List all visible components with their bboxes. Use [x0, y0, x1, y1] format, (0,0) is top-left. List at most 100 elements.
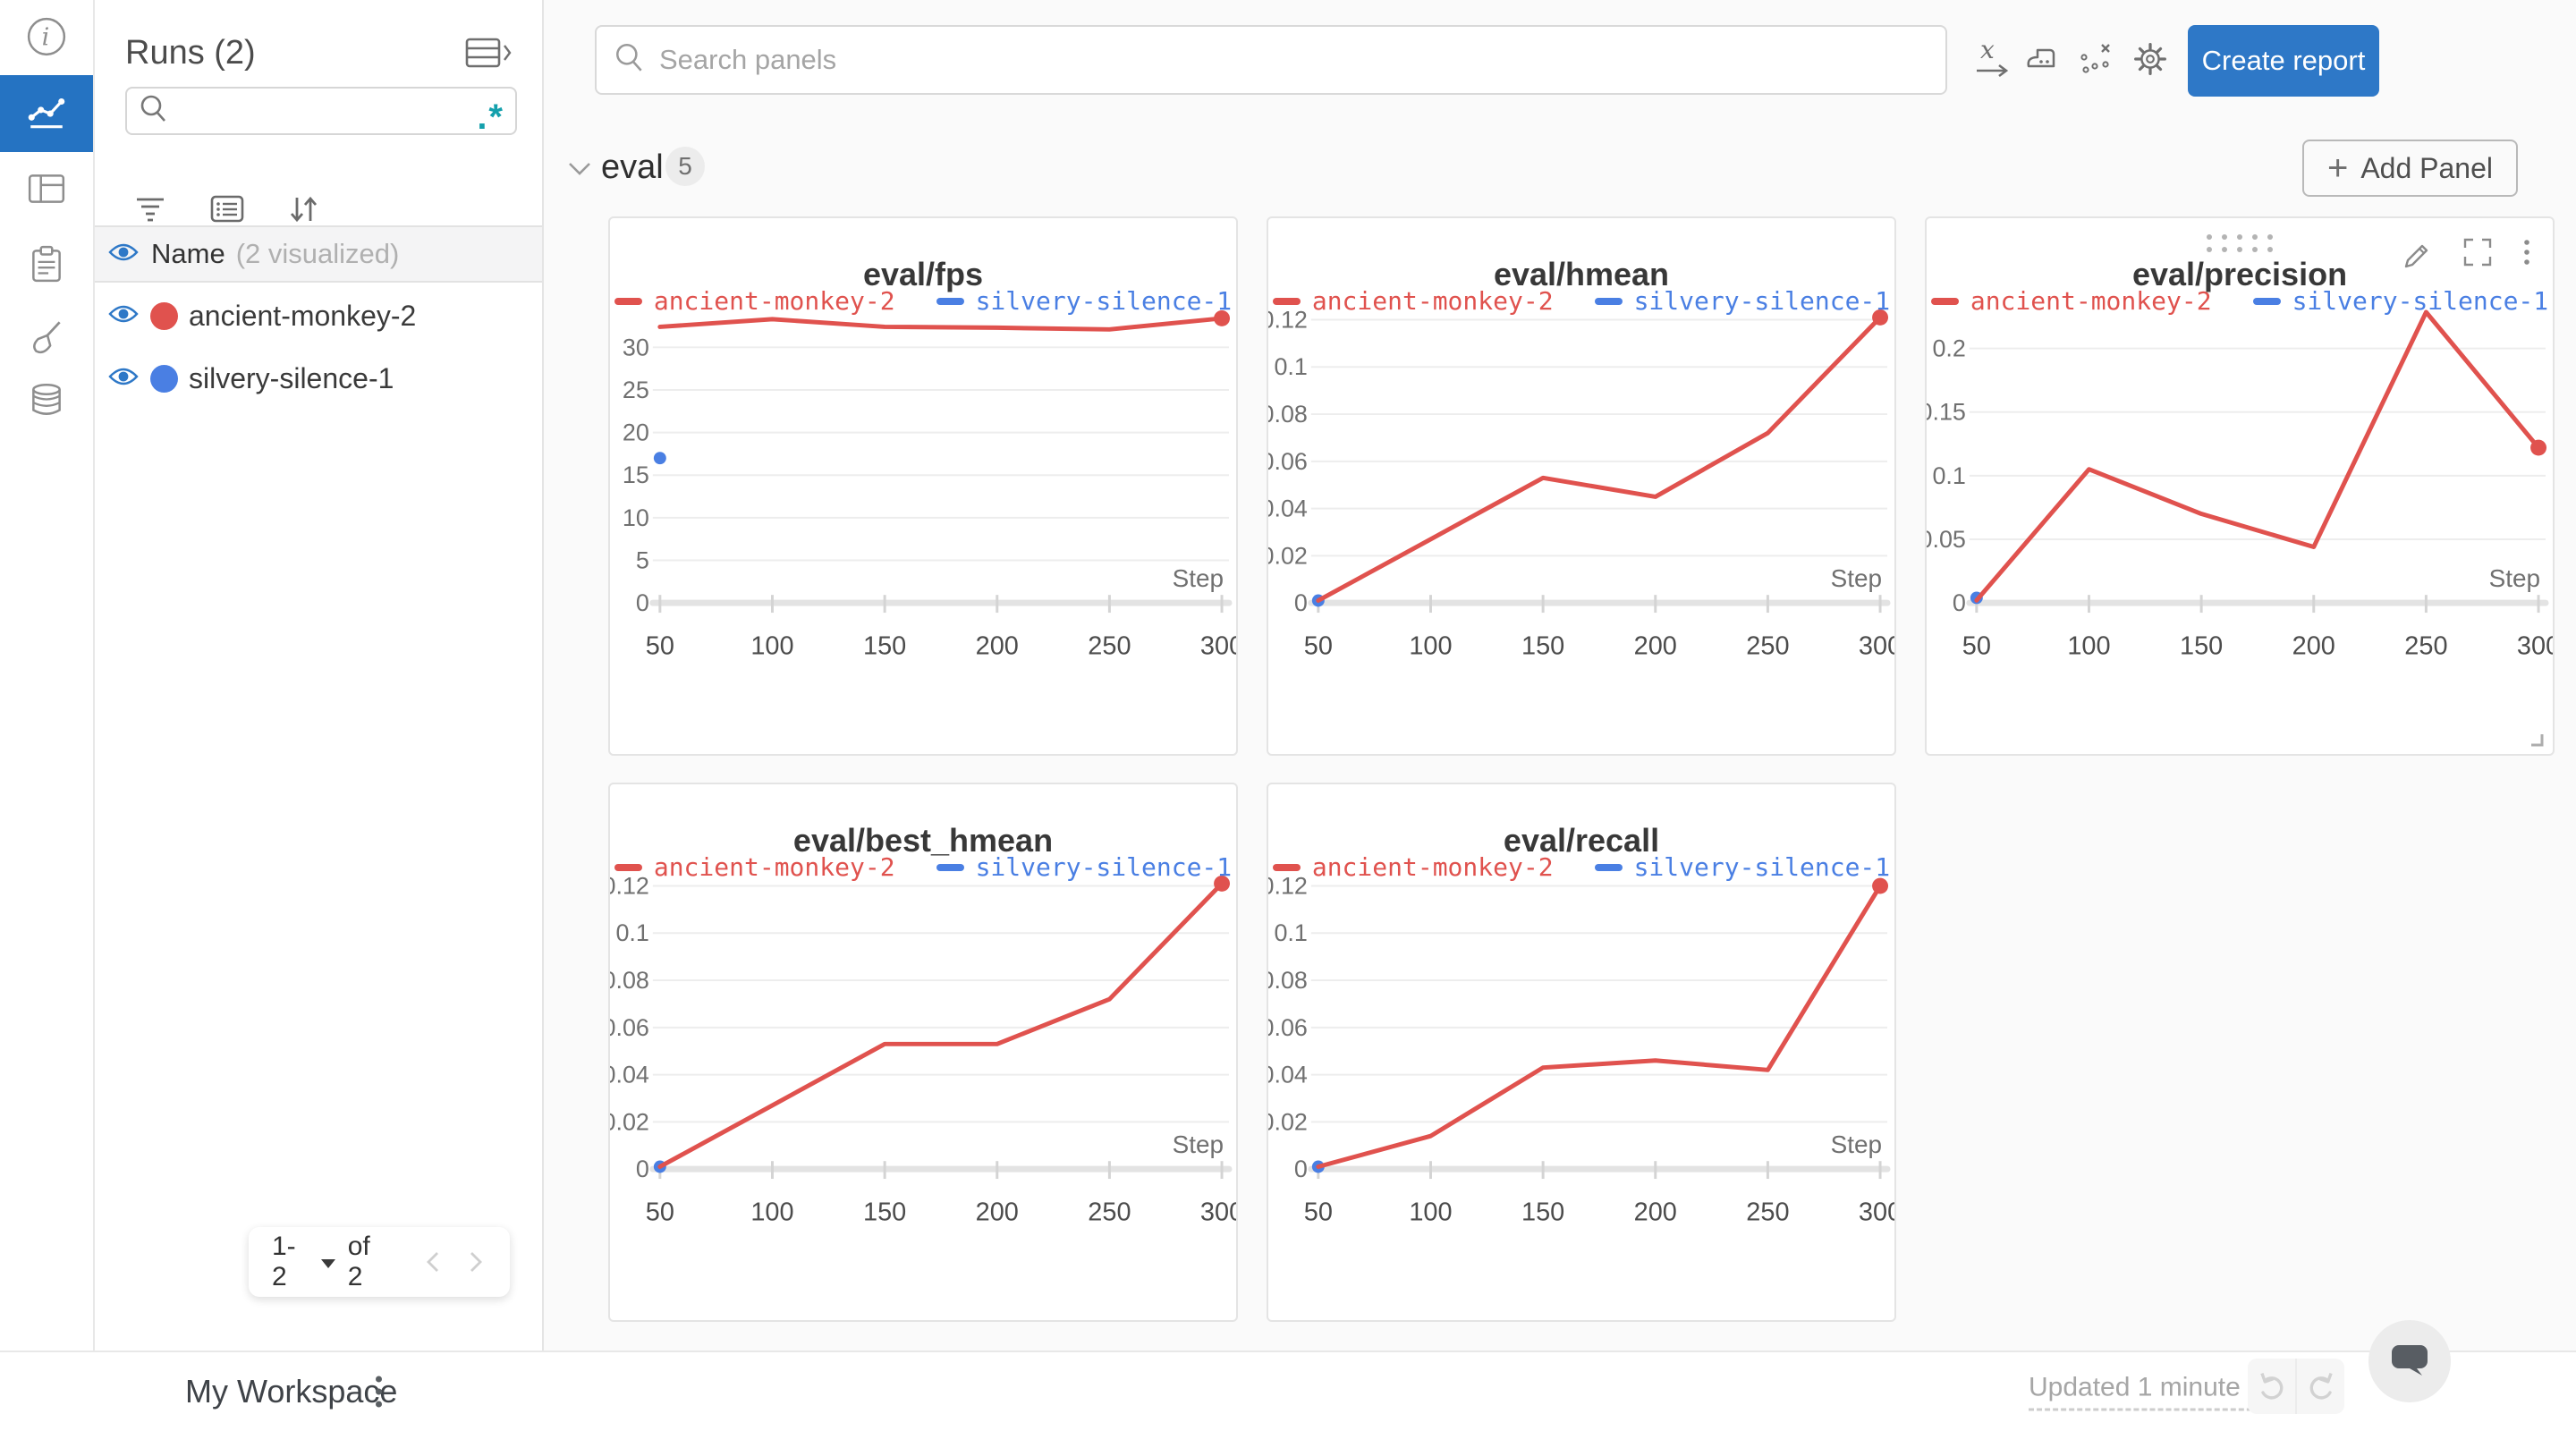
legend-label[interactable]: ancient-monkey-2	[1311, 852, 1554, 882]
rail-item-logs[interactable]	[0, 227, 93, 304]
svg-text:Step: Step	[1831, 564, 1882, 592]
pagination-range[interactable]: 1-2	[272, 1232, 296, 1291]
prev-page-icon[interactable]	[422, 1249, 445, 1275]
svg-text:50: 50	[646, 1198, 674, 1227]
svg-text:0.1: 0.1	[615, 919, 648, 946]
svg-text:250: 250	[1088, 632, 1131, 661]
runs-panel-title: Runs (2)	[125, 34, 256, 72]
panel-options-kebab-icon[interactable]	[2521, 236, 2533, 268]
svg-text:250: 250	[1088, 1198, 1131, 1227]
panel-eval-precision[interactable]: 0 0.05 0.1 0.15 0.2 50 100 150 200 250 300 Step eval…	[1925, 216, 2555, 756]
panel-title: eval/best_hmean	[792, 822, 1054, 859]
run-name[interactable]: ancient-monkey-2	[189, 299, 417, 332]
fullscreen-icon[interactable]	[2462, 236, 2494, 268]
panel-eval-hmean[interactable]: 0 0.02 0.04 0.06 0.08 0.1 0.12 50 100 150 200 250 30…	[1267, 216, 1896, 756]
legend-label[interactable]: silvery-silence-1	[1633, 852, 1891, 882]
undo-icon[interactable]	[2248, 1359, 2297, 1414]
svg-text:200: 200	[1634, 632, 1677, 661]
eye-icon[interactable]	[107, 302, 140, 330]
panel-resize-handle[interactable]	[2524, 727, 2546, 749]
runs-sidebar: Runs (2) .* Name (2 visualized)	[95, 0, 544, 1351]
legend-label[interactable]: silvery-silence-1	[1633, 286, 1891, 316]
legend-label[interactable]: silvery-silence-1	[975, 286, 1233, 316]
gear-icon[interactable]	[2129, 36, 2172, 82]
runs-table-view-icon[interactable]	[465, 37, 512, 71]
legend-dash	[936, 863, 964, 871]
panel-title: eval/hmean	[1493, 256, 1670, 292]
svg-text:i: i	[42, 23, 50, 51]
run-color-dot[interactable]	[150, 364, 178, 393]
section-title[interactable]: eval	[601, 148, 664, 186]
rail-item-info[interactable]: i	[0, 0, 93, 77]
svg-text:250: 250	[1746, 632, 1789, 661]
svg-text:250: 250	[2404, 632, 2447, 661]
svg-text:Step: Step	[2489, 564, 2540, 592]
smoothing-iron-icon[interactable]	[2021, 36, 2064, 82]
run-row-ancient-monkey-2[interactable]: ancient-monkey-2	[95, 284, 542, 347]
rail-item-charts[interactable]	[0, 75, 93, 152]
runs-search-input[interactable]	[170, 96, 478, 126]
chart-canvas[interactable]: 0 5 10 15 20 25 30 50 100 150 200 250 300 Step	[610, 218, 1236, 754]
chat-bubble-icon	[2386, 1336, 2433, 1387]
svg-text:30: 30	[623, 334, 649, 360]
list-settings-icon[interactable]	[209, 193, 245, 225]
rail-item-sweep[interactable]	[0, 301, 93, 377]
run-row-silvery-silence-1[interactable]: silvery-silence-1	[95, 347, 542, 410]
svg-text:0.05: 0.05	[1927, 526, 1966, 553]
svg-text:5: 5	[636, 546, 649, 573]
svg-text:10: 10	[623, 504, 649, 531]
panel-drag-handle-icon[interactable]	[2202, 234, 2277, 252]
svg-text:100: 100	[750, 1198, 793, 1227]
run-color-dot[interactable]	[150, 301, 178, 330]
chart-canvas[interactable]: 0 0.05 0.1 0.15 0.2 50 100 150 200 250 300 Step	[1927, 218, 2553, 754]
edit-pencil-icon[interactable]	[2402, 236, 2435, 268]
create-report-button[interactable]: Create report	[2188, 25, 2379, 97]
svg-text:300: 300	[1200, 1198, 1236, 1227]
regex-toggle-icon[interactable]: .*	[477, 97, 504, 137]
panel-search-input[interactable]	[659, 44, 1929, 76]
svg-text:x: x	[1980, 37, 1995, 64]
rail-item-artifacts[interactable]	[0, 363, 93, 440]
info-icon: i	[26, 16, 67, 62]
left-icon-rail: i	[0, 0, 95, 1351]
filter-icon[interactable]	[132, 193, 168, 225]
panel-legend: ancient-monkey-2 silvery-silence-1	[1268, 286, 1894, 316]
panels-grid: 0 5 10 15 20 25 30 50 100 150 200 250 300 Step eval/fp…	[608, 216, 2555, 1322]
svg-text:100: 100	[2067, 632, 2110, 661]
eye-icon[interactable]	[107, 241, 140, 268]
chart-canvas[interactable]: 0 0.02 0.04 0.06 0.08 0.1 0.12 50 100 150 200 250 30…	[610, 784, 1236, 1320]
add-panel-button[interactable]: + Add Panel	[2301, 140, 2518, 197]
svg-text:0.06: 0.06	[1268, 448, 1308, 475]
rail-item-table[interactable]	[0, 152, 93, 229]
legend-label[interactable]: ancient-monkey-2	[1311, 286, 1554, 316]
legend-label[interactable]: silvery-silence-1	[2292, 286, 2549, 316]
svg-text:0.02: 0.02	[1268, 1108, 1308, 1135]
x-axis-settings-icon[interactable]: x	[1970, 36, 2013, 82]
eye-icon[interactable]	[107, 365, 140, 393]
panel-eval-fps[interactable]: 0 5 10 15 20 25 30 50 100 150 200 250 300 Step eval/fp…	[608, 216, 1238, 756]
chat-bubble-button[interactable]	[2368, 1320, 2451, 1402]
legend-label[interactable]: silvery-silence-1	[975, 852, 1233, 882]
svg-text:150: 150	[863, 632, 906, 661]
chart-canvas[interactable]: 0 0.02 0.04 0.06 0.08 0.1 0.12 50 100 150 200 250 30…	[1268, 784, 1894, 1320]
sort-icon[interactable]	[286, 193, 322, 225]
legend-label[interactable]: ancient-monkey-2	[1970, 286, 2212, 316]
panel-eval-recall[interactable]: 0 0.02 0.04 0.06 0.08 0.1 0.12 50 100 150 200 250 30…	[1267, 783, 1896, 1322]
workspace-menu-kebab-icon[interactable]	[376, 1376, 382, 1408]
section-collapse-chevron-icon[interactable]	[566, 159, 593, 177]
redo-icon[interactable]	[2297, 1359, 2344, 1414]
chart-canvas[interactable]: 0 0.02 0.04 0.06 0.08 0.1 0.12 50 100 150 200 250 30…	[1268, 218, 1894, 754]
svg-text:100: 100	[1409, 632, 1452, 661]
svg-text:50: 50	[1962, 632, 1991, 661]
svg-text:100: 100	[750, 632, 793, 661]
panel-eval-best_hmean[interactable]: 0 0.02 0.04 0.06 0.08 0.1 0.12 50 100 150 200 250 30…	[608, 783, 1238, 1322]
workspace-title[interactable]: My Workspace	[185, 1373, 398, 1410]
panel-title: eval/fps	[862, 256, 984, 292]
run-name[interactable]: silvery-silence-1	[189, 361, 394, 394]
legend-label[interactable]: ancient-monkey-2	[653, 852, 895, 882]
outliers-scatter-icon[interactable]	[2075, 36, 2118, 82]
next-page-icon[interactable]	[463, 1249, 487, 1275]
svg-text:0.04: 0.04	[610, 1062, 649, 1088]
legend-label[interactable]: ancient-monkey-2	[653, 286, 895, 316]
chevron-down-icon[interactable]	[320, 1259, 335, 1268]
